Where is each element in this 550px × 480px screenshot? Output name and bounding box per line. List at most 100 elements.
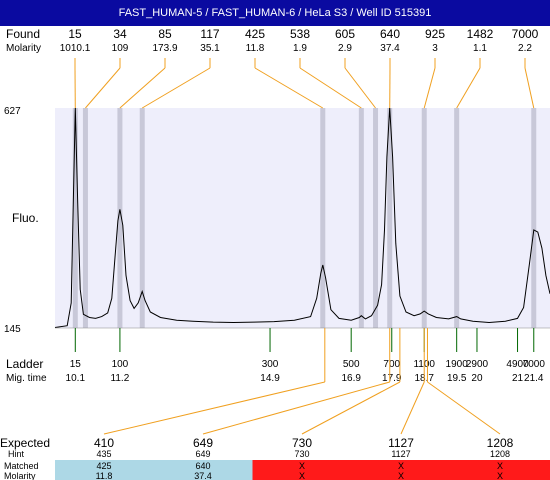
peak-band [358,108,364,328]
expected-size-label: 1208 [487,436,514,450]
peak-band [117,108,123,328]
hint-label: 435 [96,449,111,459]
found-molarity-label: 109 [112,43,129,54]
matched-row-label: Matched [4,461,39,471]
found-connector [344,67,376,109]
plot-area [55,108,550,328]
found-size-label: 15 [68,27,82,41]
peak-band [320,108,326,328]
ladder-time-label: 11.2 [111,373,130,384]
peak-band [373,108,379,328]
peak-band [421,108,427,328]
found-connector [299,67,362,109]
molarity-row-label: Molarity [6,43,41,54]
hint-label: 1208 [490,449,510,459]
expected-connector [202,381,390,435]
found-size-label: 925 [425,27,445,41]
found-connector [524,67,535,109]
ladder-size-label: 7000 [523,359,546,370]
found-molarity-label: 2.9 [338,43,352,54]
ladder-size-label: 1900 [446,359,469,370]
expected-size-label: 410 [94,436,114,450]
ladder-time-label: 19.5 [447,373,467,384]
peak-band [72,108,78,328]
found-molarity-label: 11.8 [246,43,265,54]
window-title: FAST_HUMAN-5 / FAST_HUMAN-6 / HeLa S3 / … [0,0,550,26]
found-size-label: 85 [158,27,172,41]
ladder-size-label: 15 [70,359,82,370]
expected-connector [400,381,425,435]
peak-band [531,108,537,328]
found-molarity-label: 1.9 [293,43,307,54]
found-molarity-label: 37.4 [380,43,400,54]
found-molarity-label: 35.1 [200,43,220,54]
ladder-time-label: 21 [512,373,524,384]
found-size-label: 1482 [467,27,494,41]
fluo-axis-label: Fluo. [12,211,39,225]
matched-label: 640 [195,461,210,471]
matched-molarity-label: X [497,471,503,480]
peak-band [387,108,393,328]
ladder-time-label: 16.9 [341,373,361,384]
found-size-label: 7000 [512,27,539,41]
ladder-time-label: 14.9 [260,373,280,384]
found-size-label: 538 [290,27,310,41]
hint-label: 649 [195,449,210,459]
expected-row-label: Expected [0,436,50,450]
matched-label: X [497,461,503,471]
ladder-size-label: 700 [383,359,400,370]
hint-label: 1127 [391,449,410,459]
ladder-size-label: 500 [343,359,360,370]
found-size-label: 117 [200,27,219,41]
found-connector [423,67,436,109]
expected-size-label: 1127 [388,436,414,450]
found-molarity-label: 3 [432,43,438,54]
mig-time-row-label: Mig. time [6,373,47,384]
ladder-size-label: 300 [262,359,279,370]
found-molarity-label: 173.9 [152,43,177,54]
expected-connector [103,381,325,435]
ladder-time-label: 21.4 [524,373,544,384]
matched-molarity-label: 37.4 [194,471,212,480]
found-molarity-label: 1010.1 [60,43,91,54]
found-size-label: 425 [245,27,265,41]
found-connector [141,67,211,109]
ladder-time-label: 20 [471,373,483,384]
found-molarity-label: 2.2 [518,43,532,54]
molarity-bottom-row-label: Molarity [4,471,36,480]
found-connector [254,67,324,109]
found-row-label: Found [6,27,40,41]
found-size-label: 640 [380,27,400,41]
matched-molarity-label: 11.8 [96,471,113,480]
unmatched-cell-bg [252,460,550,480]
ladder-time-label: 17.9 [382,373,402,384]
found-molarity-label: 1.1 [473,43,487,54]
matched-label: X [398,461,404,471]
matched-molarity-label: X [398,471,404,480]
y-tick-bottom: 145 [4,324,21,335]
found-connector [119,67,166,109]
peak-band [139,108,145,328]
matched-label: 425 [96,461,111,471]
matched-molarity-label: X [299,471,305,480]
peak-band [82,108,88,328]
found-size-label: 34 [113,27,127,41]
ladder-size-label: 4900 [506,359,529,370]
matched-label: X [299,461,305,471]
expected-size-label: 730 [292,436,312,450]
found-connector [85,67,121,109]
expected-connector [301,381,401,435]
hint-label: 730 [294,449,309,459]
ladder-size-label: 100 [112,359,129,370]
ladder-row-label: Ladder [6,357,43,371]
y-tick-top: 627 [4,106,21,117]
fluorescence-trace [54,107,550,328]
expected-connector [427,381,501,435]
hint-row-label: Hint [8,449,25,459]
peak-band [454,108,460,328]
ladder-time-label: 10.1 [66,373,86,384]
found-connector [456,67,481,109]
expected-size-label: 649 [193,436,213,450]
matched-cell-bg [55,460,253,480]
